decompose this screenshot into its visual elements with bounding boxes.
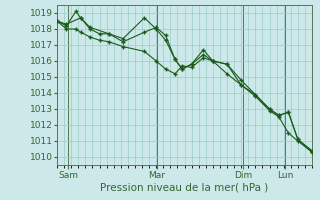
X-axis label: Pression niveau de la mer( hPa ): Pression niveau de la mer( hPa ) [100, 182, 268, 192]
